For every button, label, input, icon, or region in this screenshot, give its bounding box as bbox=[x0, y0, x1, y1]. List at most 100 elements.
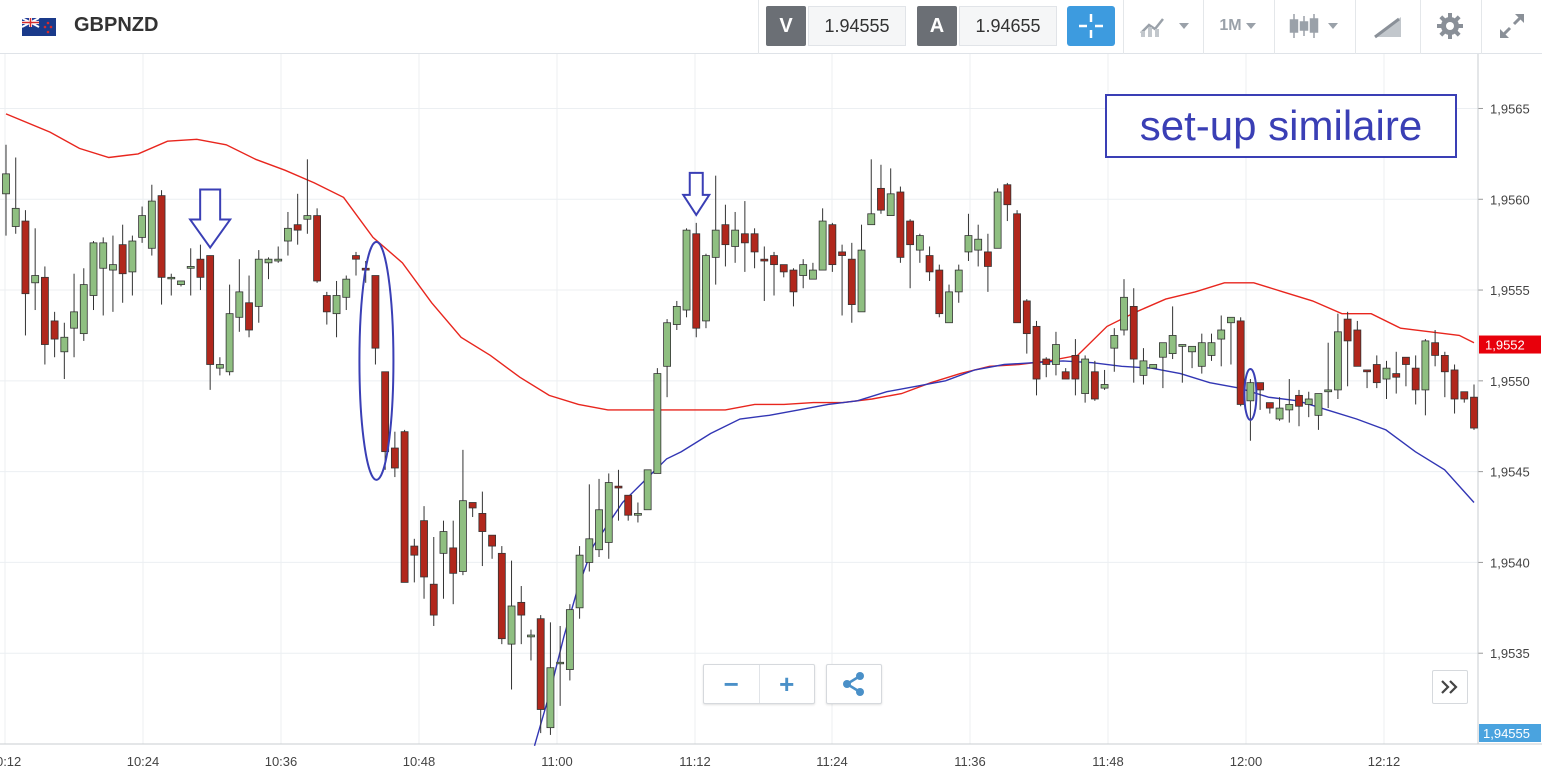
candle-body bbox=[1207, 342, 1216, 356]
candle-body bbox=[1333, 331, 1342, 391]
candle-body bbox=[964, 235, 973, 253]
candle-body bbox=[1392, 373, 1401, 378]
candle-body bbox=[303, 215, 312, 220]
candle-body bbox=[546, 667, 555, 729]
settings-button[interactable] bbox=[1430, 6, 1470, 46]
candle-body bbox=[711, 229, 720, 258]
zoom-out-button[interactable]: − bbox=[704, 665, 760, 703]
symbol-title: GBPNZD bbox=[74, 14, 159, 36]
candlestick-icon bbox=[1289, 14, 1338, 38]
candle-body bbox=[867, 213, 876, 226]
candle-body bbox=[284, 227, 292, 242]
candle-body bbox=[721, 224, 730, 246]
line-chart-type-icon bbox=[1140, 18, 1189, 37]
candle-body bbox=[1265, 402, 1274, 409]
y-tick-label: 1,9545 bbox=[1490, 465, 1530, 480]
chevrons-right-icon bbox=[1441, 680, 1458, 694]
candle-body bbox=[760, 258, 769, 262]
buy-button[interactable]: A bbox=[917, 6, 957, 46]
scroll-to-latest-button[interactable] bbox=[1432, 670, 1468, 704]
candle-body bbox=[1159, 342, 1167, 358]
candle-body bbox=[1353, 329, 1362, 367]
candle-body bbox=[1236, 320, 1245, 405]
y-tick-label: 1,9550 bbox=[1490, 374, 1530, 389]
candle-body bbox=[643, 469, 652, 511]
candle-body bbox=[672, 305, 681, 325]
candle-body bbox=[31, 275, 40, 284]
candle-body bbox=[79, 284, 88, 335]
share-button[interactable] bbox=[826, 664, 882, 704]
candle-body bbox=[50, 320, 59, 340]
candle-body bbox=[507, 605, 516, 645]
candle-body bbox=[1100, 384, 1109, 389]
candle-body bbox=[604, 482, 613, 543]
candle-body bbox=[147, 200, 156, 249]
y-tick-label: 1,9555 bbox=[1490, 283, 1530, 298]
candle-body bbox=[1363, 369, 1371, 373]
x-tick-label: 12:00 bbox=[1230, 754, 1263, 769]
candle-body bbox=[293, 224, 302, 231]
candle-body bbox=[886, 193, 895, 217]
current-price-label-bg bbox=[1479, 335, 1541, 354]
setup-annotation: set-up similaire bbox=[1105, 94, 1457, 158]
candle-body bbox=[410, 545, 419, 556]
candle-body bbox=[702, 255, 710, 322]
sell-price[interactable]: 1.94555 bbox=[808, 6, 906, 46]
candle-body bbox=[740, 233, 749, 244]
crosshair-button[interactable] bbox=[1067, 6, 1115, 46]
candle-body bbox=[682, 229, 691, 311]
candle-body bbox=[731, 229, 740, 247]
candle-body bbox=[1411, 367, 1420, 391]
candle-body bbox=[1061, 371, 1070, 380]
candle-body bbox=[634, 512, 642, 516]
candle-body bbox=[906, 220, 915, 246]
candle-body bbox=[984, 251, 992, 267]
current-price-label: 1,9552 bbox=[1485, 338, 1525, 353]
sell-button[interactable]: V bbox=[766, 6, 806, 46]
candle-body bbox=[1256, 382, 1265, 391]
candle-body bbox=[381, 371, 390, 453]
buy-price[interactable]: 1.94655 bbox=[959, 6, 1057, 46]
candle-body bbox=[420, 520, 428, 578]
candle-body bbox=[556, 661, 565, 665]
candle-body bbox=[799, 264, 808, 276]
candle-style-button[interactable] bbox=[1284, 6, 1344, 46]
candle-body bbox=[1304, 398, 1313, 405]
candle-body bbox=[692, 233, 701, 329]
candle-body bbox=[167, 276, 176, 280]
candle-body bbox=[818, 220, 827, 271]
x-tick-label: 11:12 bbox=[679, 754, 711, 769]
zoom-controls: − + bbox=[703, 664, 815, 704]
candle-body bbox=[1139, 360, 1148, 376]
candle-body bbox=[1324, 389, 1333, 393]
x-tick-label: 10:12 bbox=[0, 754, 21, 769]
candle-body bbox=[1382, 367, 1391, 380]
candle-body bbox=[779, 264, 788, 273]
candle-body bbox=[118, 244, 127, 275]
zoom-in-button[interactable]: + bbox=[779, 669, 795, 699]
x-tick-label: 10:36 bbox=[265, 754, 298, 769]
candle-body bbox=[1071, 355, 1080, 380]
candle-body bbox=[1285, 404, 1294, 411]
candle-body bbox=[770, 255, 778, 266]
candle-body bbox=[196, 258, 205, 278]
candle-body bbox=[1421, 340, 1430, 391]
candle-body bbox=[497, 552, 506, 640]
candle-body bbox=[40, 276, 49, 345]
timeframe-button[interactable]: 1M bbox=[1212, 6, 1266, 46]
candle-body bbox=[1217, 329, 1226, 340]
candle-body bbox=[789, 269, 798, 293]
candle-body bbox=[809, 269, 817, 280]
candle-body bbox=[206, 255, 215, 365]
chart-type-button[interactable] bbox=[1135, 6, 1195, 46]
candle-body bbox=[459, 500, 467, 572]
candle-body bbox=[274, 258, 283, 262]
fullscreen-button[interactable] bbox=[1492, 6, 1532, 46]
candle-body bbox=[1129, 305, 1138, 360]
candle-body bbox=[1431, 342, 1440, 356]
candle-body bbox=[974, 238, 983, 251]
price-chart[interactable]: 1,9565 1,9560 1,9555 1,9550 1,9545 1,9540 1,95… bbox=[0, 54, 1542, 782]
candle-body bbox=[449, 547, 458, 574]
drawing-tools-button[interactable] bbox=[1366, 6, 1410, 46]
candle-body bbox=[1032, 325, 1041, 380]
